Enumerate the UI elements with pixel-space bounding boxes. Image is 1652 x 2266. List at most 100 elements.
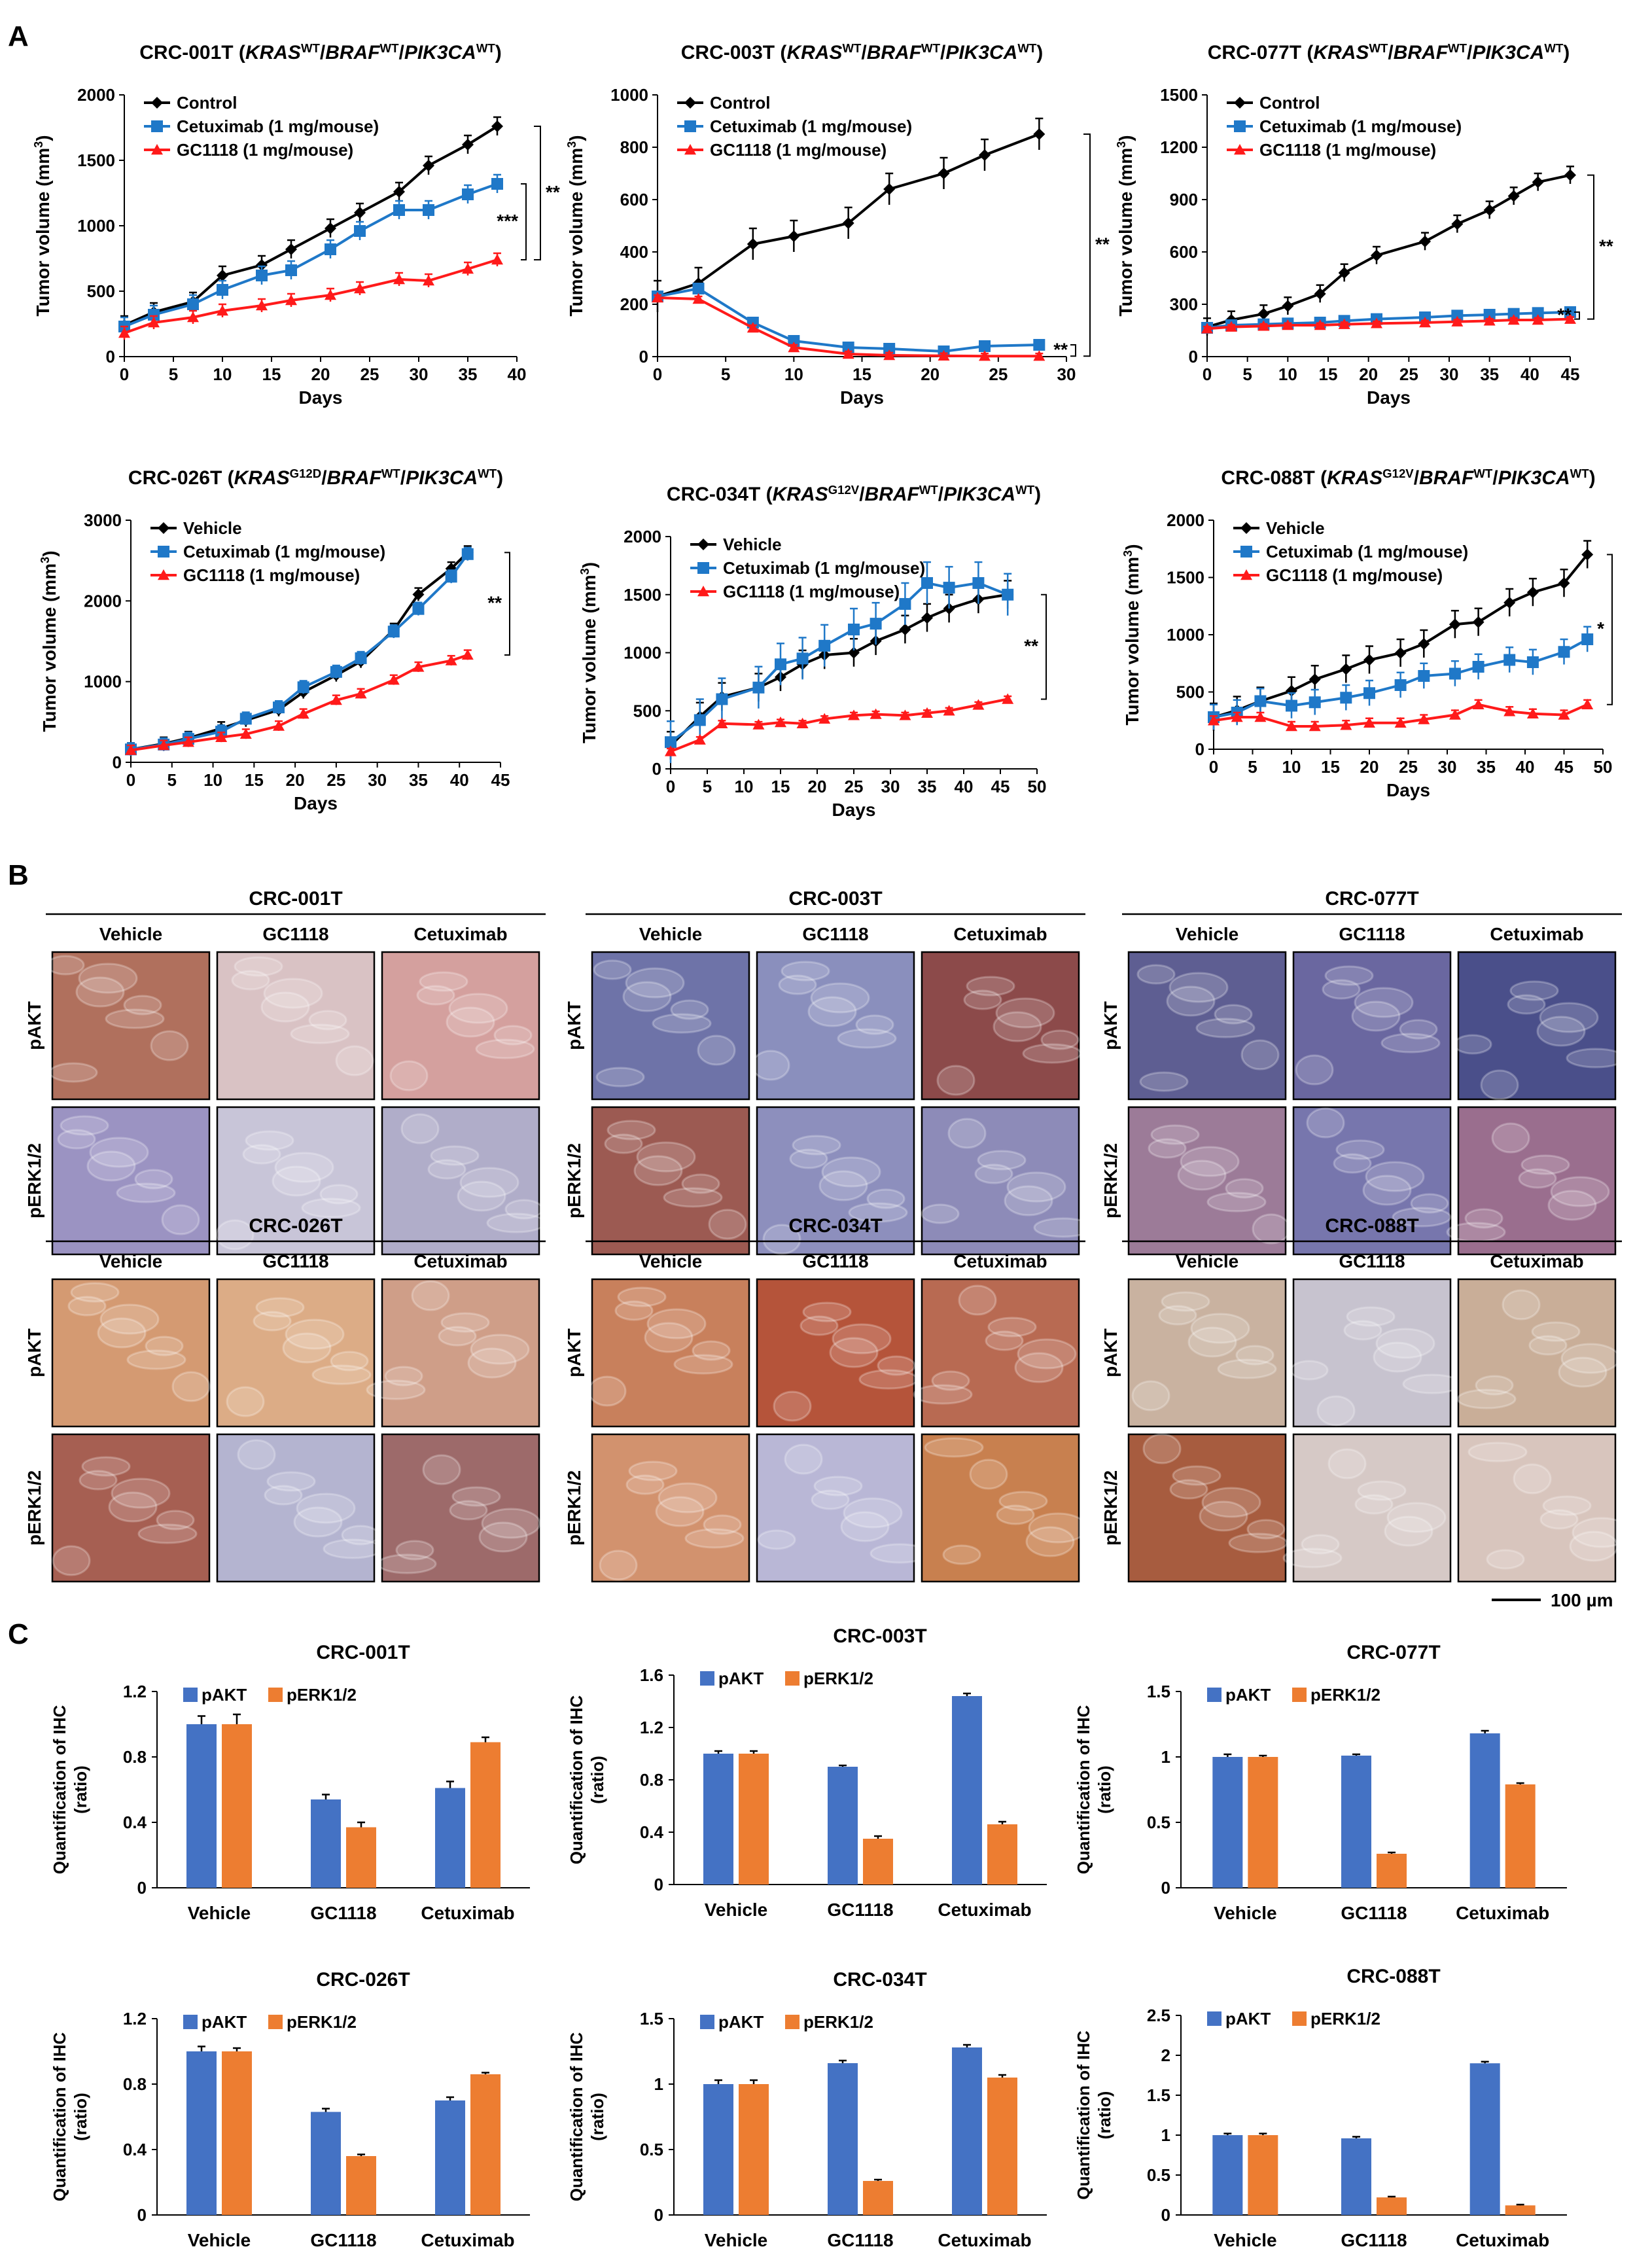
tissue-texture	[1569, 1531, 1619, 1562]
data-point	[273, 720, 285, 731]
data-point	[1532, 307, 1544, 319]
y-axis-title-close: )	[33, 135, 53, 141]
chart-title: CRC-001T (KRASWT/BRAFWT/PIK3CAWT)	[139, 41, 502, 64]
tissue-texture	[1518, 1168, 1557, 1189]
tissue-texture	[829, 1337, 879, 1368]
y-tick-label: 1000	[84, 672, 122, 692]
tissue-texture	[1025, 1526, 1075, 1557]
y-tick-label: 0	[106, 347, 115, 366]
tissue-texture	[840, 1511, 890, 1542]
legend-swatch	[785, 2015, 800, 2029]
tissue-texture	[231, 970, 270, 991]
tissue-texture	[810, 982, 870, 1014]
tissue-texture	[1017, 1338, 1077, 1370]
y-axis-title-main: Tumor volume (mm	[33, 148, 53, 317]
tissue-texture	[1158, 1305, 1197, 1326]
tissue-texture	[811, 1489, 850, 1510]
chart-title: CRC-026T	[316, 1969, 410, 1991]
legend-label: pERK1/2	[803, 1669, 873, 1688]
tissue-texture	[1354, 987, 1414, 1018]
ihc-micrograph	[1457, 1433, 1617, 1583]
chart-title-part: CRC-001T (	[139, 42, 245, 63]
bar-chart-4: CRC-026T 0 0.4 0.8 1.2 Quantification of IHC(…	[50, 1969, 530, 2250]
x-tick-label: Vehicle	[188, 1903, 251, 1923]
significance-bracket	[1041, 593, 1047, 700]
data-point	[182, 736, 194, 747]
tissue-texture	[57, 1129, 96, 1150]
data-point	[393, 186, 405, 198]
data-point	[694, 714, 706, 726]
x-tick-label: 15	[852, 364, 871, 384]
tissue-texture	[1148, 1138, 1187, 1159]
ihc-group-title: CRC-003T	[788, 888, 882, 910]
ihc-micrograph	[756, 1106, 915, 1256]
tissue-texture	[625, 1474, 665, 1495]
ihc-micrograph	[381, 1433, 540, 1583]
tissue-texture	[987, 1317, 1037, 1337]
x-tick-label: 35	[1480, 364, 1499, 384]
tissue-texture	[75, 976, 125, 1008]
data-point	[1507, 190, 1520, 202]
tissue-texture	[762, 1224, 801, 1255]
ihc-group: CRC-077T Vehicle GC1118 Cetuximab pAKT pERK1/…	[1100, 888, 1626, 1256]
y-tick-label: 2.5	[1147, 2006, 1170, 2025]
data-point	[273, 701, 285, 714]
chart-title-part: WT	[381, 467, 401, 480]
data-point	[1532, 176, 1544, 188]
chart-title-part: WT	[476, 41, 496, 55]
bar	[863, 2181, 893, 2215]
data-point	[423, 160, 434, 171]
data-point	[1503, 597, 1516, 609]
x-tick-label: GC1118	[827, 2230, 893, 2250]
y-tick-label: 2	[1161, 2045, 1170, 2065]
tissue-texture	[1539, 1509, 1579, 1530]
ihc-column-label: GC1118	[262, 924, 328, 944]
tissue-texture	[1410, 1193, 1449, 1214]
bar	[828, 1767, 858, 1885]
tissue-texture	[1322, 979, 1361, 1000]
data-point	[747, 238, 759, 250]
tissue-texture	[977, 1150, 1027, 1171]
chart-title-part: /	[938, 484, 944, 505]
tissue-texture	[319, 1184, 359, 1205]
x-tick-label: 35	[459, 364, 478, 384]
tissue-texture	[614, 1300, 654, 1321]
x-tick-label: 5	[721, 364, 730, 384]
data-point	[297, 681, 309, 694]
ihc-group: CRC-003T Vehicle GC1118 Cetuximab pAKT pERK1/…	[564, 888, 1093, 1256]
y-tick-label: 500	[87, 281, 115, 301]
data-point	[412, 603, 425, 615]
bar	[1377, 2197, 1407, 2215]
tissue-texture	[800, 1315, 839, 1336]
data-point	[158, 739, 170, 751]
data-point	[883, 349, 896, 361]
tissue-texture	[1502, 1289, 1541, 1320]
series-control	[1201, 166, 1576, 336]
data-point	[818, 713, 831, 724]
ihc-column-label: Cetuximab	[1490, 1251, 1583, 1271]
tissue-texture	[1327, 1448, 1367, 1479]
chart-title: CRC-001T	[316, 1642, 410, 1663]
tissue-texture	[617, 1286, 667, 1307]
tissue-texture	[1214, 1004, 1253, 1025]
y-tick-label: 1	[1161, 2125, 1170, 2145]
data-point	[818, 639, 831, 652]
data-point	[462, 139, 474, 150]
tissue-texture	[644, 1322, 694, 1353]
data-point	[285, 294, 297, 306]
data-point	[1507, 308, 1520, 320]
ihc-column-label: Cetuximab	[413, 1251, 507, 1271]
x-tick-label: Cetuximab	[938, 2230, 1031, 2250]
ihc-micrograph	[1457, 1106, 1617, 1256]
tissue-texture	[137, 1523, 198, 1544]
ihc-micrograph	[381, 951, 540, 1101]
tissue-texture	[1550, 1176, 1610, 1207]
y-axis-title: Tumor volume (mm3)	[39, 550, 60, 732]
tissue-texture	[301, 1197, 361, 1218]
tissue-texture	[1131, 1380, 1170, 1411]
tissue-texture	[1343, 1320, 1382, 1341]
ihc-column-label: Cetuximab	[953, 924, 1047, 944]
legend-marker	[684, 97, 696, 109]
tissue-texture	[633, 1155, 683, 1186]
